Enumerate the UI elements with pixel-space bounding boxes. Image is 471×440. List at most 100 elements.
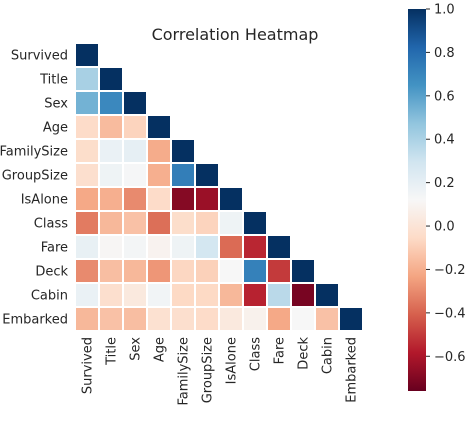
- heatmap-cell-Fare-Sex: [122, 234, 148, 260]
- y-tick-label-Embarked: Embarked: [2, 313, 68, 328]
- chart-title: Correlation Heatmap: [152, 25, 319, 44]
- heatmap-cell-Embarked-Survived: [74, 306, 100, 332]
- heatmap-cell-Fare-GroupSize: [194, 234, 220, 260]
- heatmap-cell-FamilySize-Sex: [122, 138, 148, 164]
- heatmap-cell-GroupSize-Title: [98, 162, 124, 188]
- x-tick-label-GroupSize: GroupSize: [201, 337, 216, 403]
- heatmap-cell-Embarked-Embarked: [338, 306, 364, 332]
- x-tick-label-Sex: Sex: [129, 337, 144, 361]
- y-tick-label-Title: Title: [39, 73, 68, 88]
- colorbar-tick-label: 0.0: [434, 220, 455, 235]
- heatmap-cell-Deck-Fare: [266, 258, 292, 284]
- heatmap-cell-Deck-Survived: [74, 258, 100, 284]
- heatmap-cell-Cabin-Age: [146, 282, 172, 308]
- y-tick-label-Cabin: Cabin: [31, 289, 68, 304]
- heatmap-cell-IsAlone-GroupSize: [194, 186, 220, 212]
- heatmap-cell-Deck-IsAlone: [218, 258, 244, 284]
- heatmap-cell-Class-IsAlone: [218, 210, 244, 236]
- heatmap-cell-Age-Sex: [122, 114, 148, 140]
- heatmap-cell-Deck-Sex: [122, 258, 148, 284]
- heatmap-cell-Fare-Title: [98, 234, 124, 260]
- heatmap-cell-Cabin-Fare: [266, 282, 292, 308]
- x-tick-label-Cabin: Cabin: [321, 337, 336, 374]
- heatmap-cell-Fare-Survived: [74, 234, 100, 260]
- heatmap-cell-Cabin-GroupSize: [194, 282, 220, 308]
- heatmap-cell-Deck-Deck: [290, 258, 316, 284]
- colorbar-tick-label: −0.2: [434, 263, 466, 278]
- heatmap-cell-Class-Sex: [122, 210, 148, 236]
- x-tick-label-Age: Age: [153, 337, 168, 362]
- colorbar-tick-label: −0.6: [434, 350, 466, 365]
- heatmap-cell-Class-Survived: [74, 210, 100, 236]
- heatmap-cell-Embarked-Class: [242, 306, 268, 332]
- heatmap-cell-IsAlone-Title: [98, 186, 124, 212]
- heatmap-cell-Fare-IsAlone: [218, 234, 244, 260]
- heatmap-cell-IsAlone-Age: [146, 186, 172, 212]
- y-tick-label-Survived: Survived: [11, 49, 68, 64]
- heatmap-cell-Class-Age: [146, 210, 172, 236]
- y-tick-labels: Survived Title Sex Age FamilySize GroupSize Is…: [0, 49, 68, 328]
- heatmap-cell-Embarked-FamilySize: [170, 306, 196, 332]
- heatmap-cell-Deck-Class: [242, 258, 268, 284]
- heatmap-cell-Cabin-Survived: [74, 282, 100, 308]
- colorbar-tick-label: −0.4: [434, 306, 466, 321]
- heatmap-cell-Deck-GroupSize: [194, 258, 220, 284]
- heatmap-cell-Deck-Title: [98, 258, 124, 284]
- x-tick-label-IsAlone: IsAlone: [225, 337, 240, 384]
- y-tick-label-Class: Class: [34, 217, 68, 232]
- heatmap-cell-IsAlone-Survived: [74, 186, 100, 212]
- colorbar-tick-label: 1.0: [434, 3, 455, 18]
- heatmap-cell-Cabin-Sex: [122, 282, 148, 308]
- heatmap-cell-GroupSize-Age: [146, 162, 172, 188]
- colorbar-gradient: [408, 9, 426, 391]
- heatmap-cell-Age-Title: [98, 114, 124, 140]
- heatmap-cell-Embarked-Fare: [266, 306, 292, 332]
- heatmap-cell-Cabin-Cabin: [314, 282, 340, 308]
- heatmap-cell-Deck-Age: [146, 258, 172, 284]
- colorbar-tick-label: 0.2: [434, 176, 455, 191]
- heatmap-cell-IsAlone-FamilySize: [170, 186, 196, 212]
- heatmap-cell-Age-Age: [146, 114, 172, 140]
- heatmap-cell-FamilySize-Age: [146, 138, 172, 164]
- heatmap-cell-Class-GroupSize: [194, 210, 220, 236]
- heatmap-cell-Title-Survived: [74, 66, 100, 92]
- heatmap-cell-IsAlone-Sex: [122, 186, 148, 212]
- heatmap-cell-Class-Class: [242, 210, 268, 236]
- heatmap-cell-Deck-FamilySize: [170, 258, 196, 284]
- y-tick-label-GroupSize: GroupSize: [2, 169, 68, 184]
- heatmap-cell-Cabin-FamilySize: [170, 282, 196, 308]
- heatmap-cell-Title-Title: [98, 66, 124, 92]
- heatmap-cell-GroupSize-Sex: [122, 162, 148, 188]
- heatmap-cell-Embarked-IsAlone: [218, 306, 244, 332]
- heatmap-cell-GroupSize-Survived: [74, 162, 100, 188]
- heatmap-cell-Embarked-Cabin: [314, 306, 340, 332]
- heatmap-cells: [74, 42, 364, 332]
- y-tick-label-Fare: Fare: [41, 241, 68, 256]
- heatmap-cell-Sex-Title: [98, 90, 124, 116]
- heatmap-cell-Cabin-Title: [98, 282, 124, 308]
- colorbar-tick-label: 0.8: [434, 46, 455, 61]
- heatmap-cell-FamilySize-Title: [98, 138, 124, 164]
- y-tick-label-IsAlone: IsAlone: [21, 193, 68, 208]
- x-tick-label-FamilySize: FamilySize: [177, 337, 192, 406]
- colorbar-tick-label: 0.6: [434, 89, 455, 104]
- heatmap-cell-Class-Title: [98, 210, 124, 236]
- heatmap-cell-Class-FamilySize: [170, 210, 196, 236]
- heatmap-cell-Cabin-Deck: [290, 282, 316, 308]
- y-tick-label-FamilySize: FamilySize: [0, 145, 68, 160]
- heatmap-cell-GroupSize-FamilySize: [170, 162, 196, 188]
- x-tick-label-Embarked: Embarked: [345, 337, 360, 403]
- x-tick-labels: Survived Title Sex Age FamilySize GroupSize Is…: [81, 337, 360, 406]
- y-tick-label-Age: Age: [43, 121, 68, 136]
- heatmap-cell-FamilySize-FamilySize: [170, 138, 196, 164]
- x-tick-label-Class: Class: [249, 337, 264, 371]
- heatmap-cell-Fare-FamilySize: [170, 234, 196, 260]
- heatmap-cell-Fare-Fare: [266, 234, 292, 260]
- y-tick-label-Deck: Deck: [35, 265, 68, 280]
- heatmap-cell-Embarked-Sex: [122, 306, 148, 332]
- x-tick-label-Fare: Fare: [273, 337, 288, 364]
- x-tick-label-Title: Title: [105, 337, 120, 366]
- heatmap-cell-Cabin-Class: [242, 282, 268, 308]
- heatmap-cell-Cabin-IsAlone: [218, 282, 244, 308]
